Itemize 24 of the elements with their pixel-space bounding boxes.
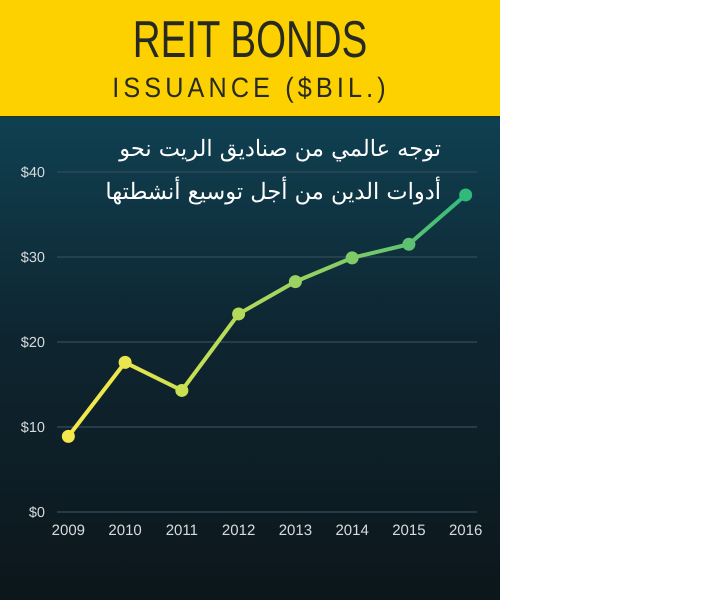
chart-subtitle: ISSUANCE ($BIL.)	[112, 72, 390, 104]
point	[402, 238, 416, 251]
annotation: توجه عالمي من صناديق الريت نحو أدوات الدين من أجل توسيع أنشطتها	[105, 136, 441, 205]
x-tick-label: 2013	[278, 522, 312, 539]
y-tick-label: $30	[20, 250, 45, 266]
point	[346, 251, 359, 264]
point	[175, 384, 188, 397]
chart-title: REIT BONDS	[132, 10, 368, 68]
y-tick-label: $40	[20, 165, 45, 181]
x-tick-label: 2012	[222, 522, 256, 539]
point	[288, 275, 302, 288]
x-tick-label: 2015	[392, 522, 426, 539]
point	[118, 356, 132, 369]
x-tick-label: 2014	[335, 522, 369, 539]
point	[62, 430, 75, 443]
x-tick-label: 2011	[166, 522, 198, 539]
y-tick-label: $20	[20, 335, 45, 351]
y-tick-label: $10	[20, 420, 45, 436]
y-tick-label: $0	[28, 505, 45, 521]
x-tick-label: 2016	[448, 522, 482, 539]
x-tick-label: 2009	[52, 522, 86, 539]
point	[232, 307, 246, 320]
x-tick-label: 2010	[108, 522, 142, 539]
point	[459, 188, 472, 202]
